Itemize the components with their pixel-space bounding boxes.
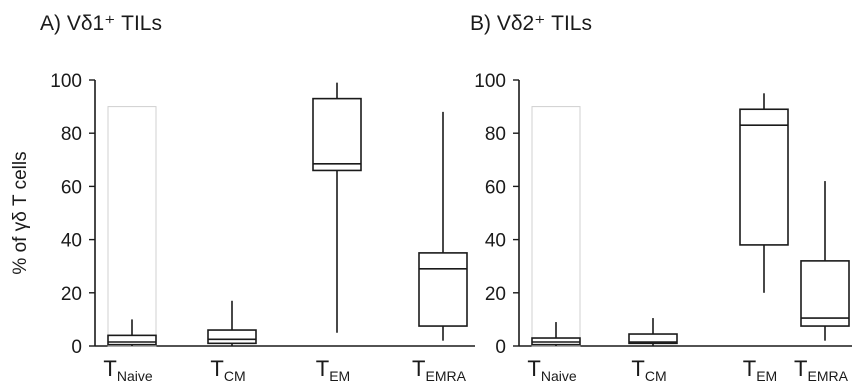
y-tick-label: 40 bbox=[485, 231, 506, 252]
panel-a-title: A) Vδ1⁺ TILs bbox=[40, 12, 162, 35]
category-label: TNaive bbox=[103, 356, 152, 384]
category-label: TCM bbox=[210, 356, 245, 384]
ghost-outline bbox=[107, 106, 157, 347]
category-label-main: T bbox=[210, 356, 223, 381]
y-tick-label: 0 bbox=[71, 337, 82, 358]
category-label-sub: EMRA bbox=[426, 368, 467, 384]
category-label-main: T bbox=[743, 356, 756, 381]
y-axis-label: % of γδ T cells bbox=[10, 151, 31, 274]
category-label-sub: Naive bbox=[541, 368, 577, 384]
category-label: TCM bbox=[631, 356, 666, 384]
box-iqr bbox=[628, 333, 678, 345]
y-tick-label: 60 bbox=[61, 177, 82, 198]
category-label-sub: EM bbox=[756, 368, 777, 384]
category-label-main: T bbox=[103, 356, 116, 381]
y-tick-label: 80 bbox=[61, 124, 82, 145]
category-label-sub: CM bbox=[224, 368, 246, 384]
y-tick-label: 100 bbox=[474, 71, 506, 92]
y-tick-label: 40 bbox=[61, 231, 82, 252]
category-label-main: T bbox=[316, 356, 329, 381]
panel-b-title: B) Vδ2⁺ TILs bbox=[470, 12, 592, 35]
panel-a: A) Vδ1⁺ TILs % of γδ T cells 0 20 40 60 80 10… bbox=[10, 12, 475, 384]
box-iqr bbox=[800, 260, 850, 327]
y-tick-label: 100 bbox=[50, 71, 82, 92]
y-tick-label: 20 bbox=[485, 284, 506, 305]
category-label-main: T bbox=[631, 356, 644, 381]
category-label-main: T bbox=[527, 356, 540, 381]
category-label: TEM bbox=[743, 356, 777, 384]
category-label: TNaive bbox=[527, 356, 576, 384]
y-tick-label: 20 bbox=[61, 284, 82, 305]
category-label: TEMRA bbox=[794, 356, 849, 384]
box-iqr bbox=[312, 97, 362, 172]
y-tick-label: 60 bbox=[485, 177, 506, 198]
category-label-main: T bbox=[794, 356, 807, 381]
category-label: TEMRA bbox=[412, 356, 467, 384]
box-iqr bbox=[739, 108, 789, 246]
box-iqr bbox=[107, 334, 157, 346]
category-label-main: T bbox=[412, 356, 425, 381]
category-label-sub: CM bbox=[645, 368, 667, 384]
category-label: TEM bbox=[316, 356, 350, 384]
category-label-sub: Naive bbox=[117, 368, 153, 384]
category-label-sub: EMRA bbox=[808, 368, 849, 384]
box-iqr bbox=[418, 252, 468, 327]
y-tick-label: 80 bbox=[485, 124, 506, 145]
box-iqr bbox=[207, 329, 257, 345]
y-tick-label: 0 bbox=[495, 337, 506, 358]
category-label-sub: EM bbox=[329, 368, 350, 384]
ghost-outline bbox=[531, 106, 581, 347]
